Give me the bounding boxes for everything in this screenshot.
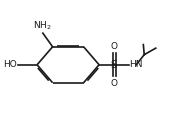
Text: HO: HO — [3, 60, 17, 69]
Text: NH$_2$: NH$_2$ — [33, 19, 51, 32]
Text: O: O — [111, 42, 118, 51]
Text: S: S — [111, 60, 117, 70]
Text: HN: HN — [129, 60, 143, 69]
Text: O: O — [111, 79, 118, 88]
